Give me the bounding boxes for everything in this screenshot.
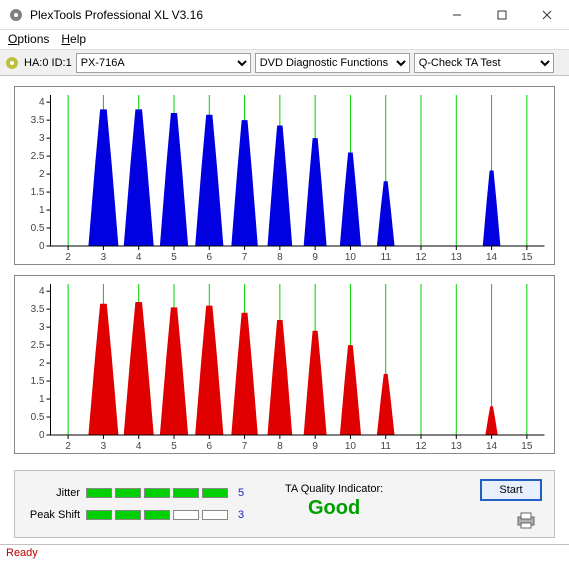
- svg-text:12: 12: [415, 441, 427, 452]
- svg-text:1: 1: [39, 205, 45, 216]
- svg-text:3.5: 3.5: [31, 115, 45, 126]
- test-select[interactable]: Q-Check TA Test: [414, 53, 554, 73]
- svg-text:0.5: 0.5: [31, 412, 45, 423]
- results-panel: Jitter 5 Peak Shift 3 TA Quality Indicat…: [14, 470, 555, 538]
- svg-text:3: 3: [101, 252, 107, 263]
- svg-text:1.5: 1.5: [31, 376, 45, 387]
- svg-text:6: 6: [207, 441, 213, 452]
- svg-text:2.5: 2.5: [31, 151, 45, 162]
- svg-text:4: 4: [136, 252, 142, 263]
- svg-text:14: 14: [486, 441, 498, 452]
- svg-text:2: 2: [65, 252, 71, 263]
- svg-text:10: 10: [345, 441, 357, 452]
- svg-text:7: 7: [242, 252, 248, 263]
- statusbar: Ready: [0, 544, 569, 564]
- close-button[interactable]: [524, 0, 569, 29]
- svg-text:2: 2: [65, 441, 71, 452]
- svg-text:1.5: 1.5: [31, 187, 45, 198]
- svg-text:15: 15: [521, 441, 533, 452]
- svg-text:3: 3: [39, 322, 45, 333]
- bottom-chart: 0 0.5 1 1.5 2 2.5 3 3.5 4 2 3 4 5 6 7 8 9 10 11 12 13 14 15: [14, 275, 555, 454]
- menubar: Options Help: [0, 30, 569, 50]
- titlebar: PlexTools Professional XL V3.16: [0, 0, 569, 30]
- svg-text:10: 10: [345, 252, 357, 263]
- svg-text:7: 7: [242, 441, 248, 452]
- svg-text:3: 3: [39, 133, 45, 144]
- svg-text:13: 13: [451, 252, 463, 263]
- menu-options[interactable]: Options: [8, 32, 49, 47]
- svg-text:5: 5: [171, 252, 177, 263]
- svg-text:6: 6: [207, 252, 213, 263]
- jitter-meter: [86, 488, 228, 498]
- print-icon[interactable]: [516, 511, 536, 529]
- peakshift-value: 3: [234, 509, 248, 521]
- quality-label: TA Quality Indicator:: [285, 483, 383, 495]
- jitter-label: Jitter: [25, 487, 80, 499]
- top-chart: 0 0.5 1 1.5 2 2.5 3 3.5 4 2 3 4 5 6 7 8 9 10 11 12 13 14 15: [14, 86, 555, 265]
- svg-text:2: 2: [39, 169, 45, 180]
- svg-text:14: 14: [486, 252, 498, 263]
- svg-text:4: 4: [39, 97, 45, 108]
- menu-help[interactable]: Help: [61, 32, 86, 47]
- svg-text:2.5: 2.5: [31, 340, 45, 351]
- svg-text:11: 11: [381, 441, 392, 452]
- svg-text:8: 8: [277, 252, 283, 263]
- svg-text:9: 9: [312, 441, 318, 452]
- svg-text:0: 0: [39, 430, 45, 441]
- svg-text:9: 9: [312, 252, 318, 263]
- drive-select[interactable]: PX-716A: [76, 53, 251, 73]
- status-text: Ready: [6, 547, 38, 559]
- svg-text:3: 3: [101, 441, 107, 452]
- jitter-value: 5: [234, 487, 248, 499]
- peakshift-meter: [86, 510, 228, 520]
- svg-text:11: 11: [381, 252, 392, 263]
- svg-text:4: 4: [39, 286, 45, 297]
- svg-text:13: 13: [451, 441, 463, 452]
- svg-text:5: 5: [171, 441, 177, 452]
- minimize-button[interactable]: [434, 0, 479, 29]
- svg-text:12: 12: [415, 252, 427, 263]
- drive-id-label: HA:0 ID:1: [24, 57, 72, 69]
- app-icon: [8, 7, 24, 23]
- drive-icon: [4, 55, 20, 71]
- svg-text:3.5: 3.5: [31, 304, 45, 315]
- peakshift-label: Peak Shift: [25, 509, 80, 521]
- window-title: PlexTools Professional XL V3.16: [30, 8, 434, 22]
- svg-text:0: 0: [39, 241, 45, 252]
- function-select[interactable]: DVD Diagnostic Functions: [255, 53, 410, 73]
- svg-text:2: 2: [39, 358, 45, 369]
- svg-text:8: 8: [277, 441, 283, 452]
- svg-text:4: 4: [136, 441, 142, 452]
- maximize-button[interactable]: [479, 0, 524, 29]
- svg-text:1: 1: [39, 394, 45, 405]
- toolbar: HA:0 ID:1 PX-716A DVD Diagnostic Functio…: [0, 50, 569, 76]
- start-button[interactable]: Start: [480, 479, 542, 501]
- svg-text:0.5: 0.5: [31, 223, 45, 234]
- svg-text:15: 15: [521, 252, 533, 263]
- quality-verdict: Good: [285, 497, 383, 520]
